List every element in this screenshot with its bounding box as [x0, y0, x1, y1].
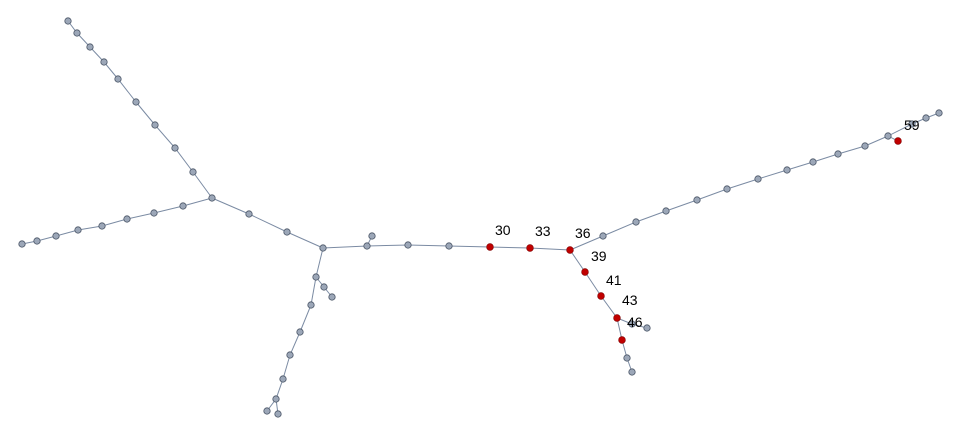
graph-node [834, 150, 842, 158]
graph-node [363, 242, 371, 250]
graph-node [368, 232, 376, 240]
graph-node [693, 196, 701, 204]
graph-node [73, 29, 81, 37]
graph-node [274, 410, 282, 418]
graph-node [150, 209, 158, 217]
highlighted-node [581, 268, 589, 276]
node-label-43: 43 [622, 292, 638, 308]
graph-node [328, 293, 336, 301]
graph-node [283, 228, 291, 236]
graph-node [623, 354, 631, 362]
graph-node [100, 58, 108, 66]
graph-node [312, 273, 320, 281]
graph-node [643, 324, 651, 332]
graph-node [754, 175, 762, 183]
node-label-39: 39 [591, 248, 607, 264]
highlighted-node [526, 244, 534, 252]
graph-node [189, 168, 197, 176]
graph-node [98, 222, 106, 230]
graph-node [599, 232, 607, 240]
graph-edge [67, 20, 213, 199]
graph-node [445, 242, 453, 250]
node-label-41: 41 [606, 272, 622, 288]
graph-node [245, 210, 253, 218]
node-label-59: 59 [904, 117, 920, 133]
graph-node [296, 328, 304, 336]
graph-node [319, 244, 327, 252]
graph-node [809, 158, 817, 166]
graph-node [33, 237, 41, 245]
graph-node [132, 98, 140, 106]
graph-node [123, 215, 131, 223]
graph-node [64, 17, 72, 25]
graph-node [922, 114, 930, 122]
graph-node [279, 375, 287, 383]
graph-node [179, 202, 187, 210]
node-label-36: 36 [575, 225, 591, 241]
graph-node [662, 207, 670, 215]
highlighted-node [618, 336, 626, 344]
node-label-33: 33 [535, 223, 551, 239]
graph-node [74, 226, 82, 234]
graph-node [18, 240, 26, 248]
graph-node [628, 368, 636, 376]
graph-node [263, 407, 271, 415]
graph-node [908, 120, 916, 128]
graph-edge [569, 249, 633, 373]
graph-node [151, 121, 159, 129]
graph-edge [211, 197, 324, 249]
highlighted-node [894, 137, 902, 145]
graph-edge [569, 112, 940, 251]
graph-node [307, 301, 315, 309]
highlighted-node [486, 243, 494, 251]
graph-nodes [18, 17, 943, 418]
graph-edge [266, 247, 324, 412]
graph-labels: 30 33 36 39 41 43 46 59 [495, 117, 920, 330]
graph-node [783, 166, 791, 174]
node-label-46: 46 [627, 314, 643, 330]
graph-node [884, 132, 892, 140]
graph-node [286, 351, 294, 359]
graph-node [272, 395, 280, 403]
graph-node [404, 241, 412, 249]
graph-node [171, 144, 179, 152]
graph-node [628, 320, 636, 328]
highlighted-node [613, 314, 621, 322]
graph-node [114, 75, 122, 83]
graph-node [632, 218, 640, 226]
highlighted-node [566, 246, 574, 254]
highlighted-node [597, 292, 605, 300]
graph-node [86, 43, 94, 51]
graph-node [935, 109, 943, 117]
node-label-30: 30 [495, 222, 511, 238]
graph-node [723, 185, 731, 193]
graph-node [208, 194, 216, 202]
graph-edges [21, 20, 940, 415]
graph-node [320, 283, 328, 291]
graph-node [861, 142, 869, 150]
graph-node [52, 232, 60, 240]
